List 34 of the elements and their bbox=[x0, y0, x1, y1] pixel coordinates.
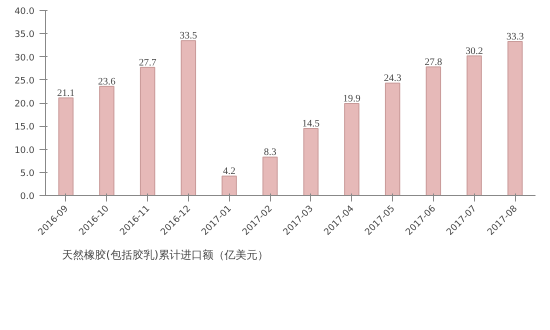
data-label: 30.2 bbox=[466, 46, 483, 57]
y-tick-label: 30.0 bbox=[14, 53, 35, 64]
y-tick-label: 40.0 bbox=[14, 7, 35, 17]
text: 天然橡胶(包括胶乳)累计进口额（亿美元） bbox=[62, 248, 269, 262]
bar bbox=[99, 86, 114, 196]
data-label: 19.9 bbox=[343, 93, 360, 104]
data-label: 33.5 bbox=[180, 30, 198, 42]
data-label: 27.7 bbox=[138, 57, 156, 68]
bar bbox=[507, 40, 523, 196]
data-label: 24.3 bbox=[384, 73, 402, 84]
bar bbox=[344, 102, 360, 196]
y-tick-label: 10.0 bbox=[14, 146, 35, 156]
data-label: 4.2 bbox=[223, 166, 236, 178]
bar bbox=[303, 128, 319, 196]
data-label: 27.8 bbox=[424, 56, 442, 68]
y-tick-label: 0.0 bbox=[20, 192, 35, 202]
bar bbox=[180, 40, 196, 196]
y-tick-label: 5.0 bbox=[20, 168, 35, 179]
bar bbox=[140, 66, 156, 196]
bar bbox=[426, 66, 442, 196]
y-tick-label: 20.0 bbox=[14, 100, 35, 110]
y-tick-label: 25.0 bbox=[14, 76, 35, 86]
data-label: 8.3 bbox=[264, 147, 276, 158]
data-label: 21.1 bbox=[57, 88, 75, 99]
data-label: 33.3 bbox=[506, 31, 524, 42]
bar bbox=[384, 82, 400, 196]
bar bbox=[222, 176, 237, 196]
y-tick-label: 35.0 bbox=[14, 30, 35, 40]
bar bbox=[466, 55, 482, 196]
y-tick-label: 15.0 bbox=[14, 122, 35, 133]
data-label: 14.5 bbox=[302, 118, 320, 130]
bar bbox=[58, 97, 74, 196]
data-label: 23.6 bbox=[98, 76, 116, 88]
bar bbox=[262, 156, 278, 196]
